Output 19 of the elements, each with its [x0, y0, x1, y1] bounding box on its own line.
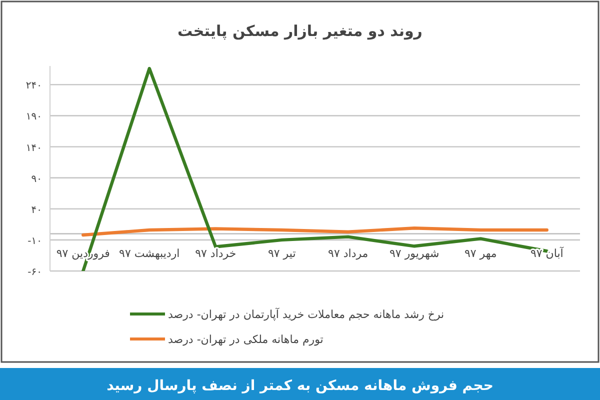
y-tick-label: ۹۰: [31, 174, 42, 185]
y-tick-label: ۱۹۰: [26, 112, 42, 123]
x-tick-label: شهریور ۹۷: [390, 247, 440, 260]
x-tick-label: تیر ۹۷: [268, 247, 296, 260]
legend-label: نرخ رشد ماهانه حجم معاملات خرید آپارتمان در تهران- درصد: [168, 307, 444, 321]
chart-title: روند دو متغیر بازار مسکن پایتخت: [178, 22, 422, 40]
y-tick-label: ۴۰: [31, 204, 42, 216]
x-tick-label: اردیبهشت ۹۷: [119, 247, 180, 260]
x-tick-label: خرداد ۹۷: [195, 247, 236, 260]
x-tick-label: مهر ۹۷: [464, 247, 497, 260]
x-tick-label: مرداد ۹۷: [328, 247, 368, 260]
x-tick-label: آبان ۹۷: [530, 246, 564, 260]
y-tick-label: ۱۴۰: [26, 142, 42, 154]
y-tick-label: -۶۰: [28, 267, 42, 278]
legend-label: تورم ماهانه ملکی در تهران- درصد: [168, 333, 324, 346]
text: حجم فروش ماهانه مسکن به کمتر از نصف پارسال رسید: [106, 378, 494, 394]
y-tick-label: -۱۰: [28, 236, 42, 247]
y-tick-label: ۲۴۰: [26, 80, 42, 92]
line-series: [82, 226, 548, 237]
